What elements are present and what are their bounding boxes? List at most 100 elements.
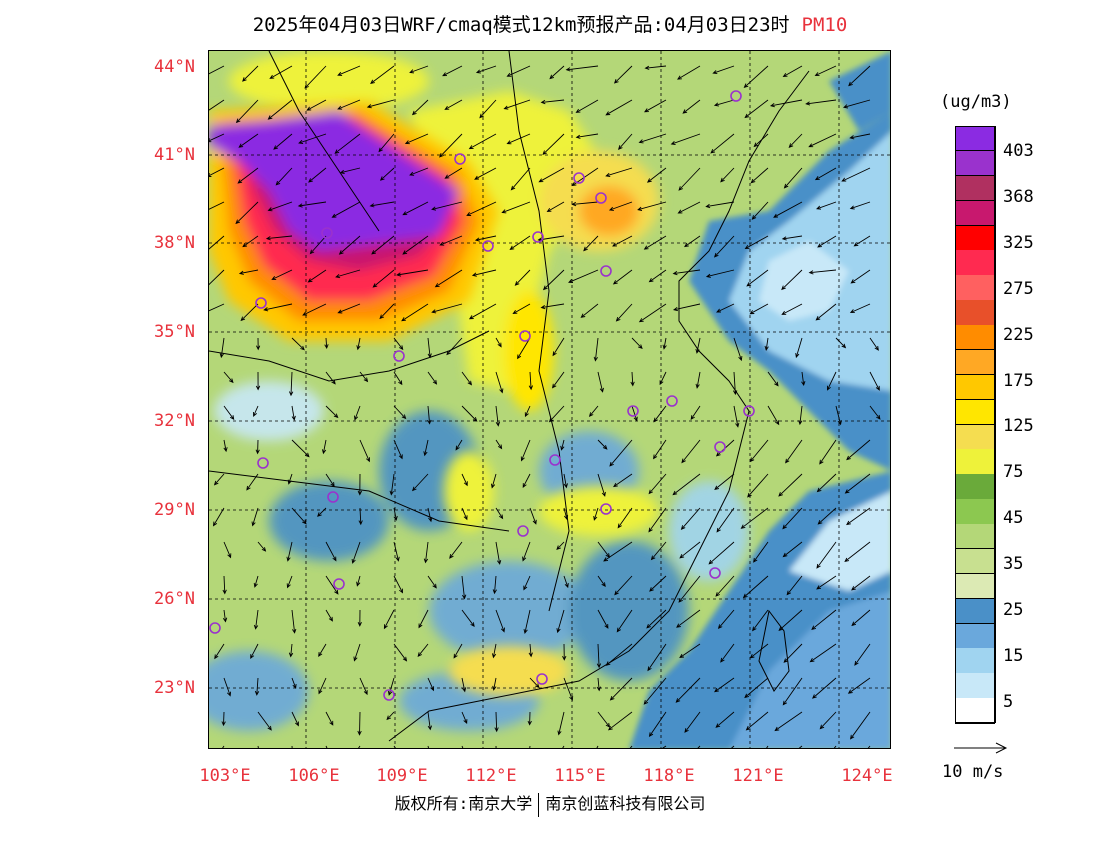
wind-arrow: [844, 541, 871, 563]
wind-arrow: [568, 269, 599, 283]
credit-right: 南京创蓝科技有限公司: [545, 794, 706, 813]
wind-arrow: [733, 337, 743, 362]
wind-arrow: [850, 269, 871, 284]
city-marker: [383, 689, 395, 701]
wind-arrow: [298, 133, 327, 144]
wind-arrow: [612, 269, 633, 285]
wind-arrow: [495, 439, 503, 450]
wind-arrow: [255, 337, 261, 351]
wind-arrow: [753, 541, 769, 563]
wind-arrow: [492, 677, 497, 691]
wind-arrow: [269, 65, 293, 79]
wind-arrow: [523, 575, 531, 591]
wind-arrow: [356, 337, 361, 351]
wind-arrow: [814, 65, 837, 77]
wind-arrow: [849, 711, 871, 740]
wind-arrow: [556, 541, 565, 551]
wind-arrow: [773, 201, 803, 218]
wind-arrow: [250, 643, 259, 660]
wind-arrow: [357, 473, 363, 496]
wind-arrow: [353, 643, 361, 662]
wind-arrow: [612, 235, 633, 247]
wind-arrow: [548, 405, 565, 423]
wind-arrow: [297, 201, 327, 208]
wind-arrow: [209, 269, 225, 286]
wind-arrow: [571, 201, 599, 207]
wind-arrow: [444, 167, 463, 179]
wind-arrow: [563, 473, 568, 489]
city-marker: [257, 457, 269, 469]
wind-arrow: [453, 643, 463, 659]
wind-arrow: [359, 439, 370, 463]
wind-arrow: [841, 167, 871, 182]
wind-arrow: [778, 609, 803, 631]
wind-arrow: [801, 371, 806, 387]
title-main: 2025年04月03日WRF/cmaq模式12km预报产品:04月03日23时: [252, 14, 790, 36]
wind-arrow: [695, 371, 701, 389]
wind-arrow: [583, 235, 599, 252]
wind-arrow: [795, 337, 803, 359]
lat-label: 29°N: [154, 500, 195, 520]
legend-label: 5: [1003, 692, 1014, 712]
wind-arrow: [527, 711, 532, 726]
legend-swatch: [955, 399, 995, 425]
city-marker: [600, 503, 612, 515]
wind-arrow: [869, 337, 879, 351]
wind-arrow: [653, 405, 667, 423]
wind-arrow: [522, 473, 531, 489]
wind-arrow: [749, 439, 769, 463]
wind-arrow: [575, 99, 599, 113]
wind-arrow: [851, 609, 871, 627]
wind-arrow: [379, 167, 395, 181]
wind-arrow: [238, 269, 259, 275]
pm10-map: [208, 50, 891, 749]
wind-arrow: [214, 643, 225, 660]
wind-arrow: [782, 65, 803, 78]
wind-arrow: [676, 609, 701, 628]
wind-arrow: [490, 473, 497, 489]
wind-arrow: [817, 235, 837, 248]
wind-arrow: [418, 609, 429, 629]
legend-swatch: [955, 548, 995, 575]
wind-arrow: [835, 337, 847, 349]
wind-arrow: [331, 201, 361, 218]
wind-arrow: [805, 99, 837, 106]
legend-label: 368: [1003, 187, 1034, 207]
wind-arrow: [750, 167, 769, 184]
wind-arrow: [263, 303, 293, 312]
wind-arrow: [503, 99, 531, 110]
wind-arrow: [672, 269, 701, 276]
wind-arrow: [680, 507, 701, 530]
city-marker: [709, 567, 721, 579]
wind-arrow: [271, 269, 293, 280]
wind-arrow: [869, 371, 880, 391]
copyright-credit: 版权所有:南京大学 南京创蓝科技有限公司: [0, 790, 1100, 817]
wind-arrow: [253, 575, 259, 588]
wind-arrow: [370, 65, 395, 85]
legend-swatch: [955, 474, 995, 500]
wind-arrow: [409, 167, 429, 176]
wind-arrow: [235, 201, 259, 225]
wind-arrow: [356, 575, 361, 587]
wind-arrow: [209, 303, 225, 312]
wind-arrow: [690, 405, 701, 420]
wind-arrow: [302, 303, 327, 316]
wind-arrow: [209, 201, 225, 210]
wind-arrow: [705, 269, 735, 278]
wind-arrow: [849, 201, 871, 210]
wind-arrow: [325, 711, 334, 726]
wind-arrow: [291, 677, 297, 689]
wind-arrow: [409, 65, 429, 74]
wind-arrow: [588, 405, 599, 418]
wind-arrow: [287, 473, 293, 485]
city-marker: [666, 395, 678, 407]
wind-arrow: [848, 65, 871, 87]
lon-label: 106°E: [288, 766, 340, 786]
wind-arrow: [468, 133, 497, 150]
wind-arrow: [512, 303, 531, 315]
wind-arrow: [291, 405, 296, 421]
city-marker: [321, 227, 333, 239]
wind-arrow: [223, 541, 232, 559]
wind-arrow: [209, 235, 225, 250]
wind-arrow: [522, 541, 531, 562]
